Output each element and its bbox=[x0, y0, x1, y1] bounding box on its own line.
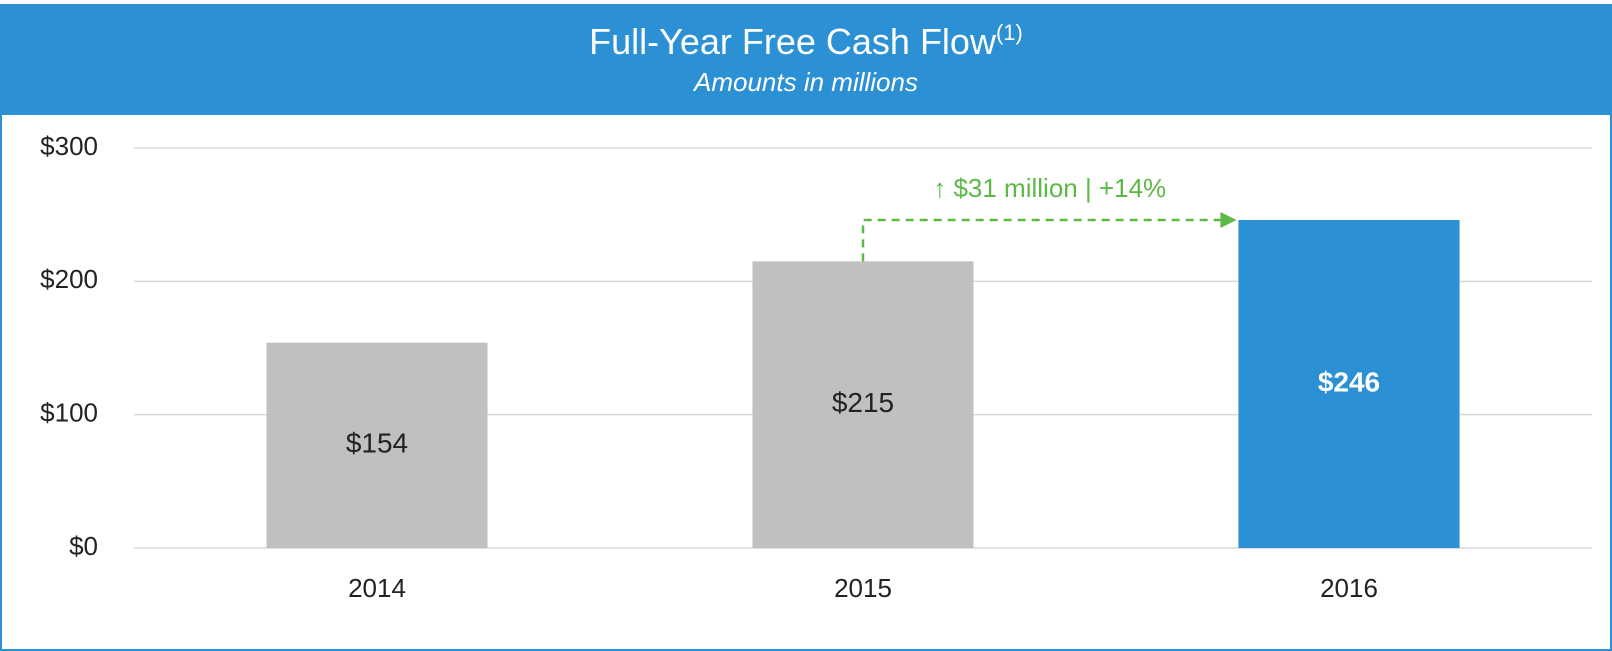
x-tick-label: 2014 bbox=[348, 573, 406, 603]
chart-subtitle: Amounts in millions bbox=[692, 67, 918, 97]
bar bbox=[752, 261, 974, 548]
title-text: Full-Year Free Cash Flow bbox=[589, 21, 997, 62]
y-tick-label: $0 bbox=[69, 531, 98, 561]
title-superscript: (1) bbox=[996, 20, 1023, 45]
y-tick-label: $200 bbox=[40, 264, 98, 294]
annotation-arrow bbox=[861, 218, 1223, 262]
y-tick-label: $300 bbox=[40, 131, 98, 161]
value-label: $215 bbox=[832, 387, 894, 418]
value-label: $246 bbox=[1318, 366, 1380, 397]
y-tick-label: $100 bbox=[40, 398, 98, 428]
x-tick-label: 2015 bbox=[834, 573, 892, 603]
value-label: $154 bbox=[346, 428, 408, 459]
chart-title: Full-Year Free Cash Flow(1) bbox=[589, 20, 1023, 62]
bar bbox=[266, 342, 488, 548]
arrow-head bbox=[1220, 212, 1237, 228]
header bbox=[1, 5, 1611, 115]
annotation: ↑ $31 million | +14% bbox=[933, 173, 1166, 203]
x-tick-label: 2016 bbox=[1320, 573, 1378, 603]
bar bbox=[1238, 220, 1460, 548]
